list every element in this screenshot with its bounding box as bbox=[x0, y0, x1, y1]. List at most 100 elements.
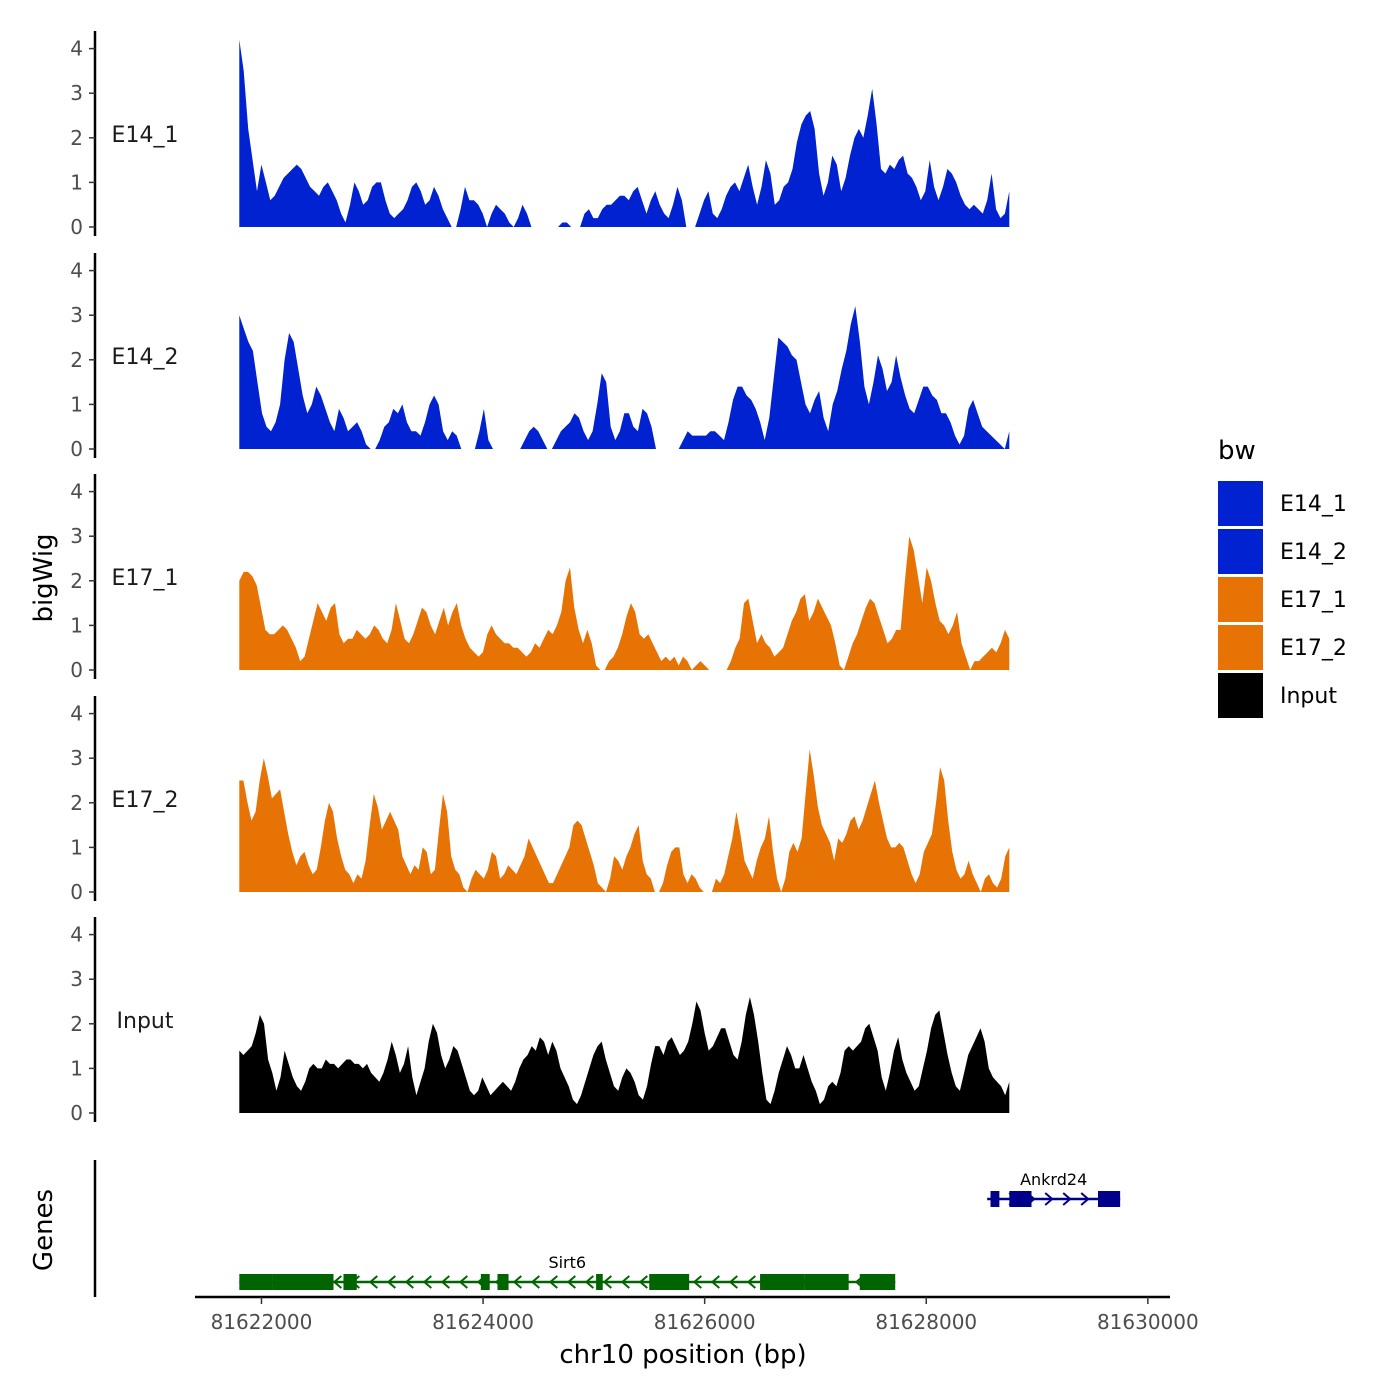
strand-chevron bbox=[1080, 1192, 1090, 1206]
gene-exon bbox=[990, 1191, 1000, 1207]
legend-swatch bbox=[1218, 481, 1263, 526]
strand-chevron bbox=[548, 1275, 558, 1289]
y-tick-label: 3 bbox=[70, 746, 83, 770]
track-label: Input bbox=[117, 1009, 174, 1034]
gene-Sirt6: Sirt6 bbox=[239, 1253, 896, 1290]
y-tick-label: 0 bbox=[70, 437, 83, 461]
y-tick-label: 4 bbox=[70, 702, 83, 726]
y-tick-label: 1 bbox=[70, 392, 83, 416]
strand-chevron bbox=[1044, 1192, 1054, 1206]
y-tick-label: 3 bbox=[70, 303, 83, 327]
y-axis-title: bigWig bbox=[29, 533, 59, 622]
track-area-E17_2 bbox=[239, 749, 1010, 892]
track-E17_1: 0 1 2 3 4 E17_1 bbox=[70, 474, 1010, 682]
y-tick-label: 1 bbox=[70, 170, 83, 194]
strand-chevron bbox=[458, 1275, 468, 1289]
gene-Ankrd24: Ankrd24 bbox=[987, 1170, 1121, 1207]
gene-exon bbox=[760, 1274, 805, 1290]
y-tick-label: 3 bbox=[70, 81, 83, 105]
gene-exon bbox=[239, 1274, 273, 1290]
strand-chevron bbox=[692, 1275, 702, 1289]
strand-chevron bbox=[620, 1275, 630, 1289]
y-tick-label: 0 bbox=[70, 880, 83, 904]
y-tick-label: 2 bbox=[70, 348, 83, 372]
y-tick-label: 4 bbox=[70, 37, 83, 61]
y-tick-label: 1 bbox=[70, 613, 83, 637]
strand-chevron bbox=[584, 1275, 594, 1289]
track-Input: 0 1 2 3 4 Input bbox=[70, 917, 1010, 1125]
y-tick-label: 2 bbox=[70, 791, 83, 815]
strand-chevron bbox=[1062, 1192, 1072, 1206]
tracks-layer: 0 1 2 3 4 E14_1 0 1 2 3 4 E14_2 0 1 2 3 4 E17_1 0 1 2 3 4 E17_2… bbox=[70, 31, 1010, 1125]
legend-swatch bbox=[1218, 673, 1263, 718]
legend-label: E14_2 bbox=[1280, 540, 1347, 565]
track-area-E14_1 bbox=[239, 39, 1010, 228]
gene-label: Ankrd24 bbox=[1020, 1170, 1087, 1189]
x-tick-label: 81630000 bbox=[1097, 1310, 1199, 1334]
gene-exon bbox=[859, 1274, 896, 1290]
gene-exon bbox=[596, 1274, 603, 1290]
track-E14_1: 0 1 2 3 4 E14_1 bbox=[70, 31, 1010, 239]
legend-label: E14_1 bbox=[1280, 492, 1347, 517]
strand-chevron bbox=[386, 1275, 396, 1289]
y-tick-label: 2 bbox=[70, 126, 83, 150]
legend-label: E17_2 bbox=[1280, 636, 1347, 661]
strand-chevron bbox=[710, 1275, 720, 1289]
strand-chevron bbox=[512, 1275, 522, 1289]
track-area-Input bbox=[239, 997, 1010, 1113]
y-tick-label: 1 bbox=[70, 1056, 83, 1080]
track-area-E14_2 bbox=[239, 306, 1010, 449]
genes-axis-title: Genes bbox=[29, 1189, 59, 1271]
track-E17_2: 0 1 2 3 4 E17_2 bbox=[70, 696, 1010, 904]
y-tick-label: 4 bbox=[70, 259, 83, 283]
x-tick-label: 81628000 bbox=[875, 1310, 977, 1334]
track-label: E17_1 bbox=[112, 566, 179, 591]
gene-exon bbox=[343, 1274, 357, 1290]
gene-exon bbox=[649, 1274, 690, 1290]
y-tick-label: 0 bbox=[70, 1101, 83, 1125]
x-tick-label: 81622000 bbox=[211, 1310, 313, 1334]
y-tick-label: 2 bbox=[70, 569, 83, 593]
genes-layer: Ankrd24 Sirt6 bbox=[93, 1160, 1121, 1297]
x-axis: 81622000 81624000 81626000 81628000 81630000 bbox=[195, 1295, 1199, 1334]
legend: bw E14_1 E14_2 E17_1 E17_2 Input bbox=[1218, 436, 1347, 718]
gene-exon bbox=[804, 1274, 849, 1290]
x-tick-label: 81626000 bbox=[654, 1310, 756, 1334]
track-E14_2: 0 1 2 3 4 E14_2 bbox=[70, 253, 1010, 461]
strand-chevron bbox=[440, 1275, 450, 1289]
gene-label: Sirt6 bbox=[548, 1253, 586, 1272]
track-label: E14_2 bbox=[112, 345, 179, 370]
strand-chevron bbox=[746, 1275, 756, 1289]
strand-chevron bbox=[602, 1275, 612, 1289]
track-area-E17_1 bbox=[239, 536, 1010, 670]
gene-exon bbox=[480, 1274, 490, 1290]
strand-chevron bbox=[728, 1275, 738, 1289]
strand-chevron bbox=[566, 1275, 576, 1289]
legend-swatch bbox=[1218, 625, 1263, 670]
y-tick-label: 4 bbox=[70, 480, 83, 504]
track-label: E14_1 bbox=[112, 123, 179, 148]
x-axis-title: chr10 position (bp) bbox=[559, 1340, 806, 1370]
y-tick-label: 1 bbox=[70, 835, 83, 859]
strand-chevron bbox=[422, 1275, 432, 1289]
y-tick-label: 4 bbox=[70, 923, 83, 947]
track-label: E17_2 bbox=[112, 788, 179, 813]
strand-chevron bbox=[638, 1275, 648, 1289]
strand-chevron bbox=[530, 1275, 540, 1289]
legend-swatch bbox=[1218, 529, 1263, 574]
gene-exon bbox=[497, 1274, 509, 1290]
legend-title: bw bbox=[1218, 436, 1256, 466]
legend-label: Input bbox=[1280, 684, 1337, 709]
strand-chevron bbox=[368, 1275, 378, 1289]
strand-chevron bbox=[332, 1275, 342, 1289]
y-tick-label: 2 bbox=[70, 1012, 83, 1036]
gene-exon bbox=[1009, 1191, 1032, 1207]
gene-exon bbox=[272, 1274, 334, 1290]
y-tick-label: 3 bbox=[70, 524, 83, 548]
legend-swatch bbox=[1218, 577, 1263, 622]
x-tick-label: 81624000 bbox=[432, 1310, 534, 1334]
legend-label: E17_1 bbox=[1280, 588, 1347, 613]
y-tick-label: 0 bbox=[70, 658, 83, 682]
gene-exon bbox=[1097, 1191, 1121, 1207]
